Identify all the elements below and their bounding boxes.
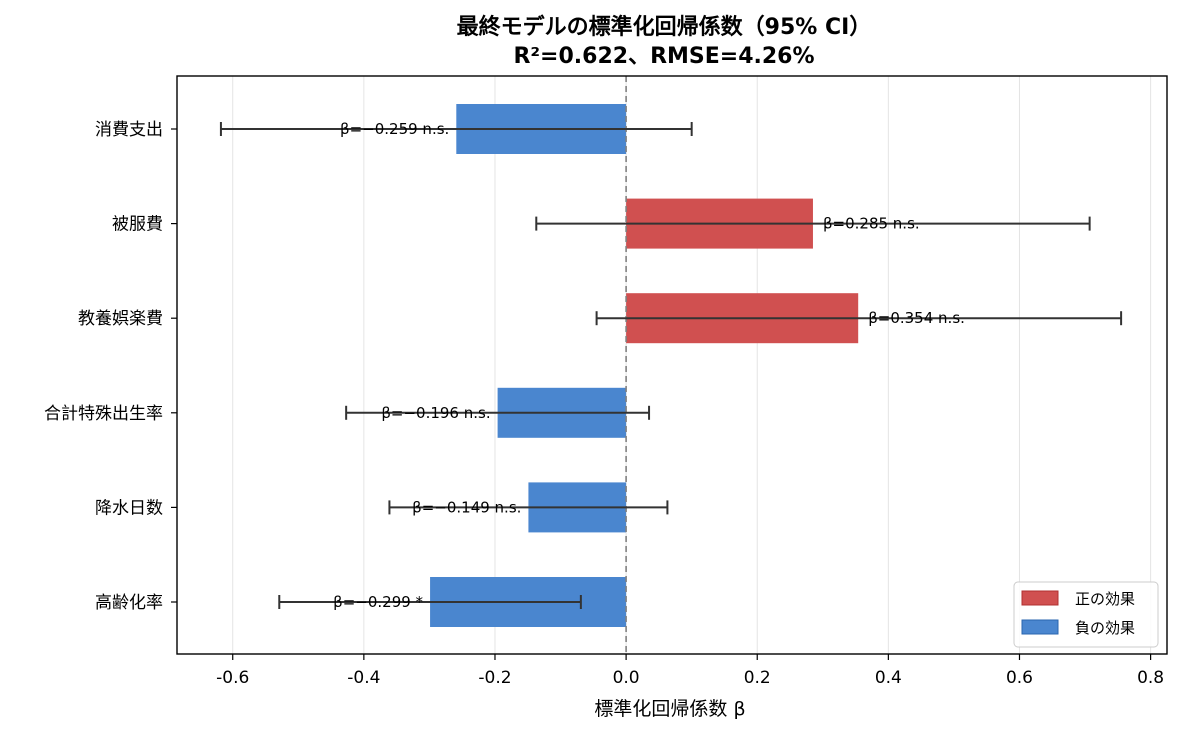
category-label: 高齢化率 (95, 593, 163, 613)
x-axis-label: 標準化回帰係数 β (594, 698, 745, 720)
data-label-6: β=−0.299 * (333, 593, 423, 611)
data-label-5: β=−0.149 n.s. (412, 498, 521, 516)
category-label: 教養娯楽費 (78, 309, 163, 329)
category-label: 被服費 (112, 215, 163, 235)
gridlines (232, 76, 1152, 654)
data-label-1: β=−0.259 n.s. (340, 120, 449, 138)
x-tick-label: 0.8 (1137, 668, 1164, 688)
x-tick-label: 0.4 (875, 668, 902, 688)
x-tick-label: 0.6 (1006, 668, 1033, 688)
bars (430, 104, 859, 627)
chart-title-line-1: 最終モデルの標準化回帰係数（95% CI） (457, 14, 872, 40)
category-label: 降水日数 (95, 498, 163, 518)
legend-swatch-positive (1021, 590, 1059, 606)
legend-label-positive: 正の効果 (1075, 590, 1135, 608)
x-tick-label: -0.6 (216, 668, 249, 688)
chart-title-line-2: R²=0.622、RMSE=4.26% (513, 44, 814, 69)
legend-label-negative: 負の効果 (1075, 619, 1135, 637)
legend-swatch-negative (1021, 619, 1059, 635)
data-label-3: β=0.354 n.s. (868, 309, 965, 327)
x-tick-label: 0.0 (613, 668, 640, 688)
x-tick-label: -0.4 (347, 668, 380, 688)
data-labels: β=−0.259 n.s. β=0.285 n.s. β=0.354 n.s. β=−… (333, 120, 965, 611)
legend: 正の効果 負の効果 (1013, 581, 1159, 648)
category-label: 消費支出 (95, 120, 163, 140)
x-axis-ticks: -0.6 -0.4 -0.2 0.0 0.2 0.4 0.6 0.8 (216, 654, 1164, 688)
plot-frame (176, 75, 1168, 655)
x-tick-label: 0.2 (744, 668, 771, 688)
data-label-2: β=0.285 n.s. (823, 215, 920, 233)
data-label-4: β=−0.196 n.s. (381, 404, 490, 422)
x-tick-label: -0.2 (478, 668, 511, 688)
error-bars (219, 122, 1123, 609)
category-label: 合計特殊出生率 (44, 404, 163, 424)
